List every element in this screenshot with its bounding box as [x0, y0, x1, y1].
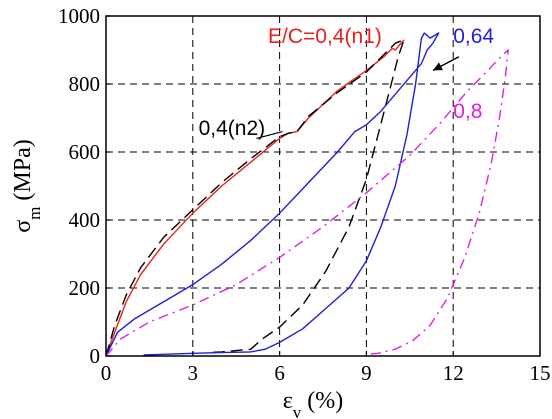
series-line	[105, 49, 509, 357]
y-axis-title: σm (MPa)	[10, 139, 44, 233]
x-tick-label: 3	[188, 361, 199, 385]
y-tick-label: 0	[90, 344, 101, 368]
series-line	[105, 39, 405, 357]
plot-area-border	[105, 15, 541, 357]
axis-titles: σm (MPa) εv (%)	[10, 139, 343, 419]
x-tick-label: 12	[443, 361, 464, 385]
y-tick-label: 400	[69, 208, 101, 232]
annotation-label: 0,4(n2)	[199, 117, 266, 140]
y-tick-label: 200	[69, 276, 101, 300]
axis-ticks: 0 3 6 9 12 15 0 200 400 600 800 1000	[58, 4, 551, 385]
plot-frame	[105, 15, 541, 357]
annotation-label: E/C=0,4(n1)	[268, 25, 382, 48]
x-tick-label: 6	[274, 361, 285, 385]
series-group	[105, 32, 509, 357]
annotation-arrow-group	[432, 56, 460, 72]
x-tick-label: 15	[530, 361, 551, 385]
y-tick-label: 600	[69, 140, 101, 164]
series-line	[105, 32, 440, 357]
x-axis-title: εv (%)	[283, 388, 344, 419]
x-tick-label: 9	[361, 361, 372, 385]
annotations: E/C=0,4(n1) 0,4(n2) 0,64 0,8	[199, 25, 495, 140]
y-tick-label: 800	[69, 72, 101, 96]
annotation-label: 0,8	[453, 100, 482, 123]
arrow-head	[432, 62, 443, 71]
annotation-leader-line	[256, 131, 283, 139]
x-tick-label: 0	[101, 361, 112, 385]
series-line	[105, 39, 405, 357]
y-tick-label: 1000	[58, 4, 100, 28]
grid	[106, 16, 540, 356]
annotation-label: 0,64	[453, 25, 494, 48]
